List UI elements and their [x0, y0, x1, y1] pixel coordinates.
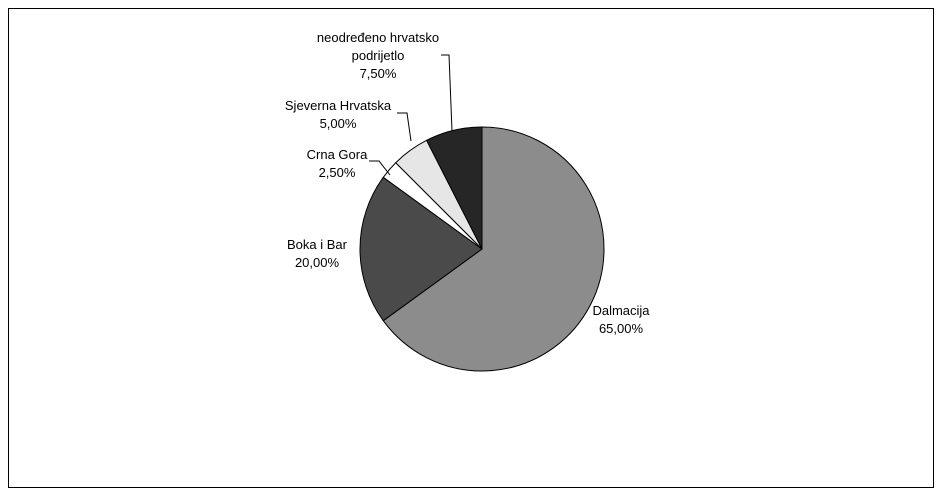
slice-label: Dalmacija 65,00%	[592, 303, 650, 336]
slice-label: Boka i Bar 20,00%	[287, 237, 348, 270]
pie-slices	[359, 126, 605, 372]
chart-frame: Dalmacija 65,00% Boka i Bar 20,00% Crna Gora…	[8, 8, 934, 488]
leader-line	[441, 54, 453, 132]
slice-labels: Dalmacija 65,00% Boka i Bar 20,00% Crna Gora…	[285, 30, 650, 336]
slice-label: Crna Gora 2,50%	[307, 147, 368, 180]
leader-line	[369, 160, 391, 176]
pie-slice-boka-i-bar	[359, 176, 483, 322]
pie-chart: Dalmacija 65,00% Boka i Bar 20,00% Crna Gora…	[285, 30, 650, 372]
pie-slice-dalmacija	[382, 126, 605, 372]
pie-slice-neodre-eno-hrvatsko-podrijetlo	[425, 126, 483, 250]
leader-line	[397, 112, 412, 142]
slice-label: Sjeverna Hrvatska 5,00%	[285, 98, 392, 131]
leader-lines	[369, 54, 453, 176]
slice-label: neodređeno hrvatsko podrijetlo 7,50%	[317, 30, 439, 81]
